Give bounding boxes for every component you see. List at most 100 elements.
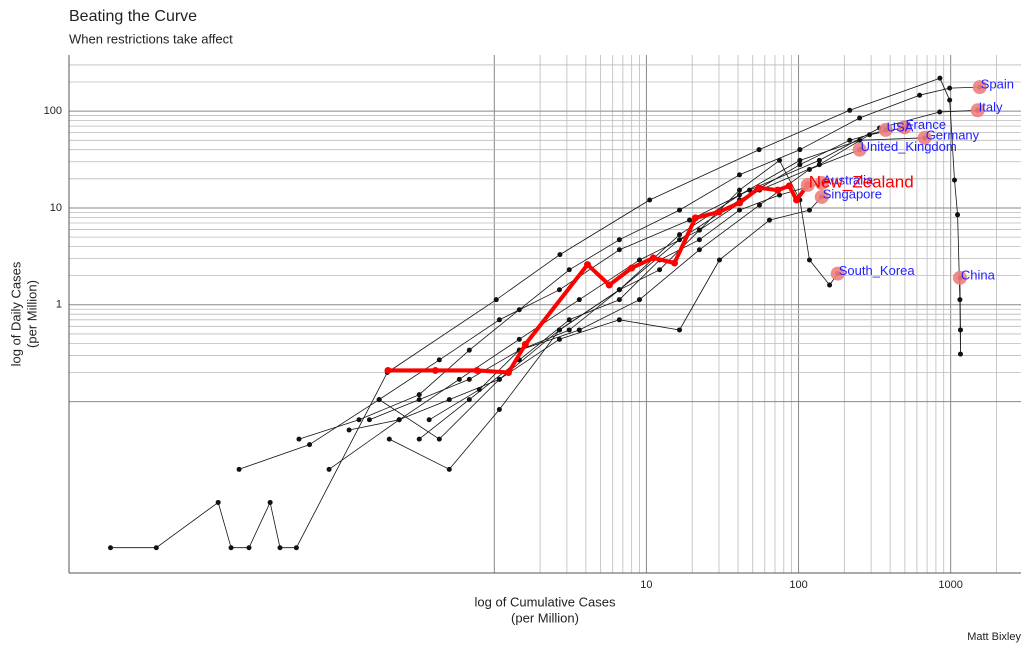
data-point	[466, 397, 472, 403]
data-point	[605, 281, 613, 289]
data-point	[346, 427, 352, 433]
data-point	[677, 327, 683, 333]
data-point	[496, 376, 502, 382]
data-point	[671, 259, 679, 267]
data-point	[636, 257, 642, 263]
data-point	[584, 261, 592, 269]
series-line	[110, 77, 961, 549]
chart-subtitle: When restrictions take affect	[69, 31, 233, 46]
data-point	[827, 282, 833, 288]
data-point	[456, 376, 462, 382]
data-point	[616, 317, 622, 323]
data-point	[628, 264, 636, 272]
data-point	[416, 392, 422, 398]
data-point	[696, 247, 702, 253]
data-point	[757, 202, 763, 208]
data-point	[806, 166, 812, 172]
data-point	[806, 207, 812, 213]
data-point	[616, 237, 622, 243]
data-point	[816, 157, 822, 163]
data-point	[566, 317, 572, 323]
data-point	[774, 186, 782, 194]
data-point	[736, 192, 742, 198]
grid	[69, 55, 1021, 573]
series-label: Australia	[823, 172, 874, 187]
data-point	[496, 317, 502, 323]
data-point	[446, 466, 452, 472]
endpoint-marker	[897, 120, 912, 135]
series-label: France	[906, 117, 946, 132]
data-point	[521, 340, 529, 348]
data-point	[416, 397, 422, 403]
data-point	[228, 545, 234, 551]
data-point	[376, 397, 382, 403]
data-point	[366, 417, 372, 423]
data-point	[566, 267, 572, 273]
data-point	[356, 417, 362, 423]
data-point	[649, 254, 657, 262]
data-point	[476, 387, 482, 393]
data-point	[556, 287, 562, 293]
y-axis-label: (per Million)	[24, 280, 39, 348]
data-point	[466, 347, 472, 353]
data-point	[957, 327, 963, 333]
endpoint-marker	[814, 189, 829, 204]
data-point	[473, 366, 481, 374]
y-tick-label: 1	[56, 299, 62, 311]
data-point	[736, 199, 744, 207]
data-point	[793, 196, 801, 204]
data-point	[797, 147, 803, 153]
data-point	[691, 214, 699, 222]
data-point	[955, 212, 961, 218]
chart-title: Beating the Curve	[69, 8, 197, 25]
data-point	[657, 267, 663, 273]
data-point	[716, 257, 722, 263]
data-point	[766, 217, 772, 223]
data-point	[947, 97, 953, 103]
data-point	[715, 208, 723, 216]
data-point	[556, 336, 562, 342]
series-label: South_Korea	[839, 263, 916, 278]
series-label: Germany	[926, 127, 980, 142]
data-point	[937, 75, 943, 81]
data-point	[576, 327, 582, 333]
y-tick-label: 10	[50, 202, 62, 214]
data-point	[616, 297, 622, 303]
data-point	[505, 368, 513, 376]
data-point	[937, 109, 943, 115]
series-label: Italy	[979, 100, 1003, 115]
data-point	[616, 247, 622, 253]
endpoint-marker	[970, 103, 985, 118]
data-point	[777, 157, 783, 163]
data-point	[431, 366, 439, 374]
data-point	[386, 436, 392, 442]
data-point	[307, 442, 313, 448]
series-label: Spain	[981, 77, 1014, 92]
data-point	[293, 545, 299, 551]
data-point	[446, 397, 452, 403]
endpoint-marker	[878, 122, 893, 137]
y-axis-label: log of Daily Cases	[8, 261, 23, 366]
data-point	[326, 466, 332, 472]
series-label: United_Kingdom	[861, 139, 957, 154]
series-label: New_Zealand	[809, 172, 914, 191]
data-point	[917, 92, 923, 98]
data-point	[466, 376, 472, 382]
data-point	[756, 147, 762, 153]
data-point	[755, 184, 763, 192]
data-point	[687, 217, 693, 223]
series-line	[389, 137, 925, 470]
series-label: China	[961, 267, 996, 282]
data-point	[277, 545, 283, 551]
data-point	[384, 366, 392, 374]
data-point	[677, 207, 683, 213]
data-point	[677, 237, 683, 243]
x-tick-label: 1000	[938, 579, 962, 591]
data-point	[236, 466, 242, 472]
data-point	[677, 232, 683, 238]
data-point	[957, 351, 963, 357]
data-point	[267, 499, 273, 505]
caption: Matt Bixley	[967, 631, 1021, 643]
